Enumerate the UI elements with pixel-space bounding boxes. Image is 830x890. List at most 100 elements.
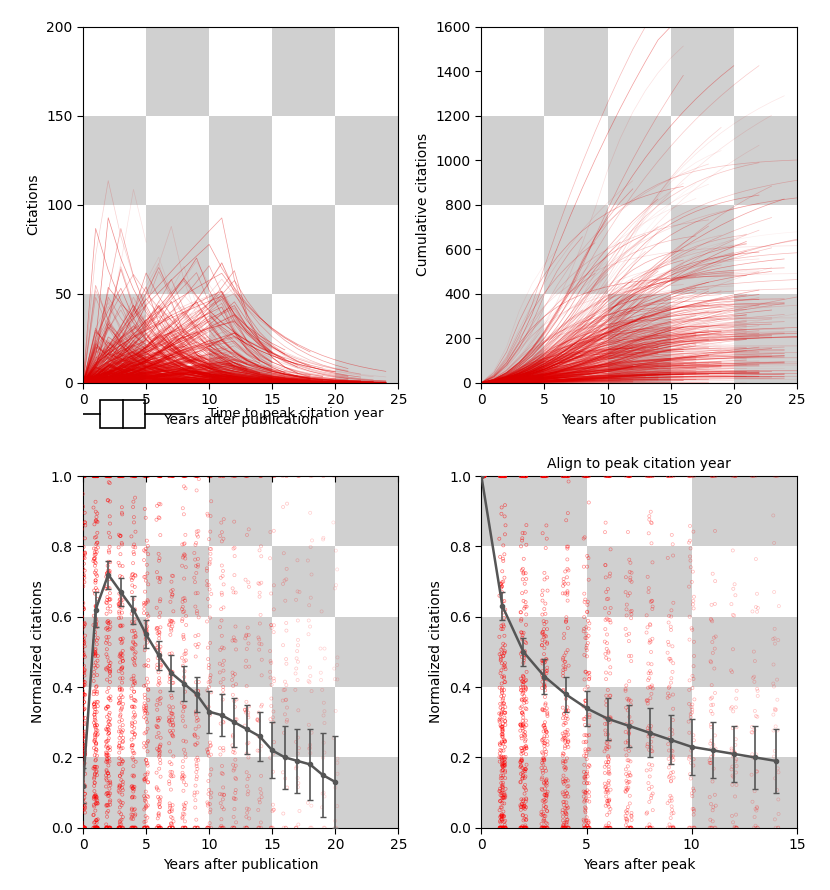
Point (188, 789, 201, 803)
Point (472, 469, 486, 483)
Point (474, 469, 487, 483)
Point (728, 821, 741, 835)
Point (240, 642, 253, 656)
Point (646, 681, 659, 695)
Point (100, 766, 114, 781)
Point (178, 821, 191, 835)
Point (88, 469, 101, 483)
Point (102, 554, 115, 569)
Point (88, 700, 101, 714)
Point (116, 469, 129, 483)
Point (687, 635, 701, 649)
Point (538, 821, 551, 835)
Point (518, 469, 531, 483)
Point (229, 643, 242, 657)
Point (515, 766, 528, 781)
Point (496, 669, 509, 684)
Point (538, 680, 551, 694)
Point (178, 469, 192, 483)
Point (75, 821, 88, 835)
Point (496, 726, 509, 740)
Point (603, 652, 616, 667)
Point (240, 628, 253, 643)
Point (496, 809, 509, 823)
Point (496, 724, 509, 739)
Point (538, 813, 551, 828)
Point (125, 779, 139, 793)
Point (90, 743, 103, 757)
Point (129, 540, 142, 554)
Point (240, 702, 253, 716)
Point (178, 654, 191, 668)
Point (536, 821, 549, 835)
Point (599, 694, 613, 708)
Point (129, 524, 142, 538)
Point (112, 664, 125, 678)
Point (77, 740, 90, 755)
Point (87, 687, 100, 701)
Point (579, 734, 593, 748)
Point (515, 650, 529, 664)
Point (204, 738, 217, 752)
Point (291, 817, 305, 831)
Point (662, 635, 675, 649)
Point (476, 469, 490, 483)
Point (76, 686, 89, 700)
Point (154, 528, 167, 542)
Point (112, 597, 125, 611)
Point (101, 493, 115, 507)
Point (578, 595, 591, 609)
Point (769, 821, 783, 835)
Point (556, 821, 569, 835)
Point (475, 469, 488, 483)
Point (101, 722, 115, 736)
Point (253, 617, 266, 631)
Point (604, 601, 618, 615)
Point (193, 675, 206, 689)
Point (129, 603, 142, 617)
Point (582, 614, 595, 628)
Point (166, 700, 179, 715)
Point (79, 469, 92, 483)
Point (577, 735, 590, 749)
Point (190, 524, 203, 538)
Point (496, 641, 510, 655)
Point (252, 632, 266, 646)
Point (496, 575, 509, 589)
Point (475, 469, 488, 483)
Point (217, 788, 231, 802)
Point (103, 821, 116, 835)
Point (227, 821, 241, 835)
Point (472, 469, 486, 483)
Point (90, 790, 103, 805)
Point (128, 721, 141, 735)
Point (495, 780, 508, 794)
Point (78, 506, 91, 520)
Point (138, 740, 151, 755)
Point (78, 821, 91, 835)
Point (495, 580, 508, 595)
Point (75, 661, 88, 676)
Point (540, 794, 553, 808)
Point (497, 671, 510, 685)
Point (90, 765, 103, 779)
Bar (335, 617, 398, 687)
Point (539, 800, 552, 814)
Point (535, 469, 549, 483)
Point (214, 570, 227, 585)
Point (255, 549, 268, 563)
Point (178, 469, 191, 483)
Point (86, 808, 100, 822)
Point (539, 690, 552, 704)
Point (217, 687, 230, 701)
Point (622, 627, 636, 641)
Point (77, 636, 90, 651)
Point (90, 469, 104, 483)
Point (100, 647, 113, 661)
Point (515, 644, 529, 659)
Point (190, 606, 203, 620)
Point (252, 744, 266, 758)
Point (603, 740, 616, 754)
Point (517, 724, 530, 738)
Point (583, 795, 596, 809)
